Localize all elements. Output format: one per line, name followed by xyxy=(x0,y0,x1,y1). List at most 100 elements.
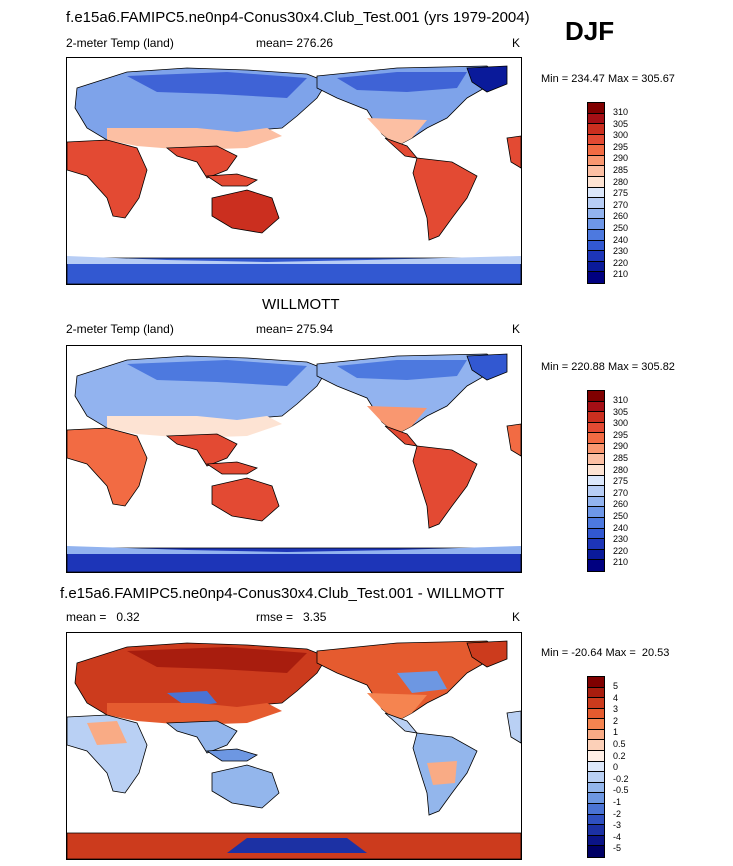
colorbar-box xyxy=(588,719,604,730)
colorbar-box xyxy=(588,208,604,220)
colorbar-tick-label: 1 xyxy=(613,727,619,738)
panel1-minmax: Min = 234.47 Max = 305.67 xyxy=(541,73,675,85)
antarctica-coast xyxy=(67,546,521,554)
indonesia-islands xyxy=(205,461,258,475)
colorbar-tick-label: 270 xyxy=(613,199,629,210)
north-america-cold xyxy=(337,72,467,92)
colorbar-tick-label: 250 xyxy=(613,511,629,521)
colorbar-tick-label: 275 xyxy=(613,476,629,487)
colorbar-tick-label: 285 xyxy=(613,165,629,175)
panel3-colorbar xyxy=(587,676,605,858)
panel2-mean: mean= 275.94 xyxy=(256,322,334,336)
eurasia-north-cold xyxy=(127,72,307,98)
panel3-units: K xyxy=(512,610,521,624)
colorbar-box xyxy=(588,422,604,434)
colorbar-box xyxy=(588,687,604,699)
colorbar-box xyxy=(588,198,604,209)
panel3-map xyxy=(66,632,522,860)
colorbar-box xyxy=(588,475,604,487)
colorbar-box xyxy=(588,187,604,199)
colorbar-box xyxy=(588,677,604,688)
colorbar-box xyxy=(588,261,604,273)
colorbar-tick-label: 310 xyxy=(613,395,629,405)
colorbar-box xyxy=(588,272,604,283)
colorbar-box xyxy=(588,517,604,529)
colorbar-box xyxy=(588,240,604,252)
africa-landmass xyxy=(67,427,148,507)
colorbar-tick-label: 230 xyxy=(613,534,629,545)
colorbar-box xyxy=(588,507,604,518)
greenland xyxy=(466,640,508,668)
colorbar-box xyxy=(588,465,604,476)
colorbar-tick-label: 260 xyxy=(613,499,629,510)
colorbar-tick-label: 5 xyxy=(613,681,619,691)
colorbar-box xyxy=(588,229,604,241)
panel1-title: f.e15a6.FAMIPC5.ne0np4-Conus30x4.Club_Te… xyxy=(66,9,530,26)
panel3-map-svg xyxy=(67,640,521,859)
colorbar-box xyxy=(588,113,604,125)
colorbar-tick-label: 305 xyxy=(613,406,629,417)
colorbar-tick-label: 3 xyxy=(613,704,619,715)
colorbar-tick-label: 230 xyxy=(613,246,629,257)
colorbar-box xyxy=(588,825,604,836)
panel2-variable: 2-meter Temp (land) xyxy=(66,322,174,336)
panel1-colorbar xyxy=(587,102,605,284)
colorbar-tick-label: 270 xyxy=(613,487,629,498)
colorbar-box xyxy=(588,124,604,135)
colorbar-box xyxy=(588,401,604,413)
panel3-minmax: Min = -20.64 Max = 20.53 xyxy=(541,647,670,659)
colorbar-box xyxy=(588,761,604,773)
india-se-asia xyxy=(165,433,238,467)
colorbar-tick-label: -1 xyxy=(613,797,622,807)
colorbar-tick-label: 295 xyxy=(613,429,629,440)
colorbar-tick-label: -5 xyxy=(613,843,622,854)
colorbar-tick-label: 280 xyxy=(613,176,629,187)
colorbar-box xyxy=(588,219,604,230)
panel2-map xyxy=(66,345,522,573)
colorbar-box xyxy=(588,814,604,826)
africa-right-edge xyxy=(506,710,521,744)
colorbar-box xyxy=(588,166,604,178)
panel2-colorbar xyxy=(587,390,605,572)
australia-landmass xyxy=(211,764,280,809)
colorbar-box xyxy=(588,708,604,720)
colorbar-box xyxy=(588,412,604,423)
colorbar-tick-label: 220 xyxy=(613,545,629,556)
season-label: DJF xyxy=(565,16,615,46)
colorbar-box xyxy=(588,391,604,402)
colorbar-box xyxy=(588,793,604,804)
colorbar-tick-label: 210 xyxy=(613,269,629,280)
colorbar-box xyxy=(588,729,604,741)
colorbar-box xyxy=(588,846,604,857)
colorbar-tick-label: 2 xyxy=(613,715,619,726)
india-se-asia xyxy=(165,720,238,754)
indonesia-islands xyxy=(205,748,258,762)
eurasia-north-cold xyxy=(127,360,307,386)
colorbar-tick-label: 0.2 xyxy=(613,750,626,761)
usa-south xyxy=(367,693,427,721)
colorbar-tick-label: 0 xyxy=(613,762,619,773)
indonesia-islands xyxy=(205,173,258,187)
north-america-cold xyxy=(337,360,467,380)
colorbar-box xyxy=(588,740,604,752)
india-se-asia xyxy=(165,145,238,179)
colorbar-box xyxy=(588,486,604,497)
panel1-variable: 2-meter Temp (land) xyxy=(66,36,174,50)
colorbar-box xyxy=(588,177,604,188)
colorbar-tick-label: 275 xyxy=(613,188,629,199)
panel1-mean: mean= 276.26 xyxy=(256,36,334,50)
antarctica xyxy=(67,257,521,284)
eurasia-north-warm xyxy=(127,647,307,673)
colorbar-tick-label: 0.5 xyxy=(613,739,626,749)
colorbar-tick-label: 260 xyxy=(613,211,629,222)
australia-landmass xyxy=(211,477,280,522)
panel2-minmax: Min = 220.88 Max = 305.82 xyxy=(541,361,675,373)
colorbar-box xyxy=(588,528,604,540)
africa-warm-patch xyxy=(87,721,127,745)
colorbar-box xyxy=(588,698,604,709)
greenland xyxy=(466,65,508,93)
colorbar-box xyxy=(588,155,604,167)
colorbar-tick-label: 300 xyxy=(613,418,629,429)
africa-landmass xyxy=(67,714,148,794)
colorbar-box xyxy=(588,772,604,783)
